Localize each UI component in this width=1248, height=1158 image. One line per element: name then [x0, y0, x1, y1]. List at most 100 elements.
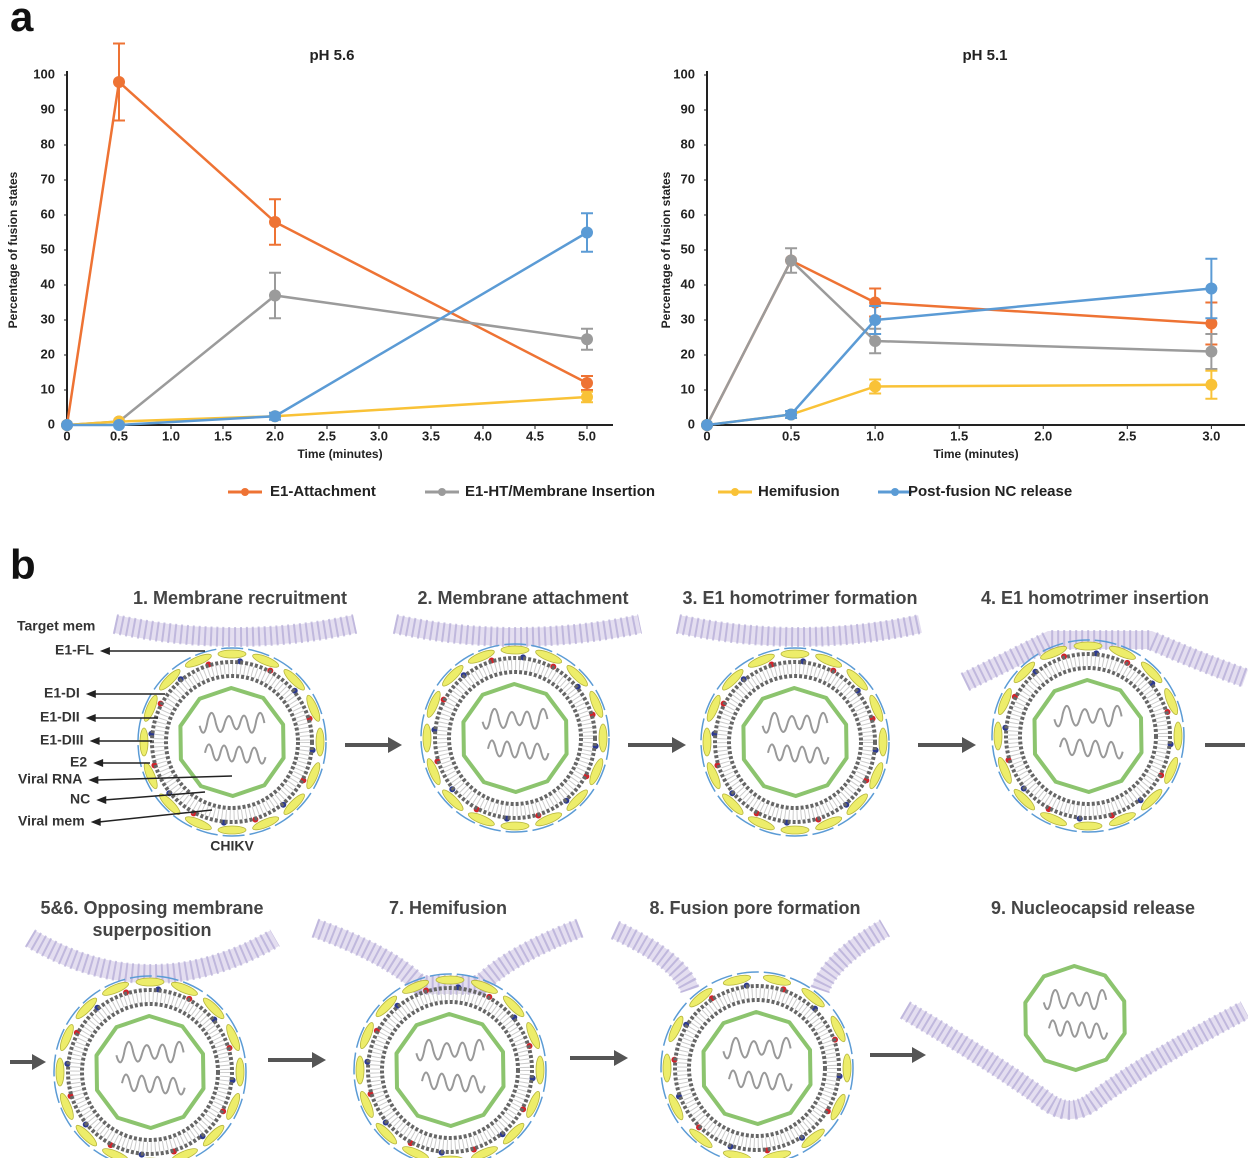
virion [992, 640, 1184, 832]
nucleocapsid [463, 684, 566, 792]
e1-spike [1074, 642, 1102, 650]
y-tick-label: 20 [681, 346, 695, 361]
data-point [1205, 379, 1217, 391]
label-pointer-head [100, 647, 110, 655]
x-tick-label: 3.5 [422, 428, 440, 443]
step-arrow-head [962, 737, 976, 753]
data-point [869, 335, 881, 347]
y-tick-label: 90 [681, 101, 695, 116]
e1-spike [536, 1056, 544, 1084]
figure-canvas: a b pH 5.6Percentage of fusion statesTim… [0, 0, 1248, 1158]
e1-spike [1039, 810, 1068, 828]
diagram-label: Viral mem [18, 813, 85, 829]
y-tick-label: 80 [41, 136, 55, 151]
y-tick-label: 0 [688, 416, 695, 431]
nucleocapsid [1025, 966, 1124, 1070]
series-line [67, 82, 587, 425]
label-pointer-head [88, 776, 98, 784]
e1-spike [994, 722, 1002, 750]
e1-spike [1074, 822, 1102, 830]
data-point [1205, 318, 1217, 330]
y-tick-label: 30 [41, 311, 55, 326]
virion [354, 974, 546, 1158]
y-tick-label: 90 [41, 101, 55, 116]
x-tick-label: 2.0 [1034, 428, 1052, 443]
data-point [113, 419, 125, 431]
virion [138, 648, 326, 836]
figure: a b pH 5.6Percentage of fusion statesTim… [0, 0, 1248, 1158]
diagram-label: NC [70, 791, 90, 807]
x-tick-label: 4.5 [526, 428, 544, 443]
panel-label: a [10, 0, 34, 40]
e1-spike [423, 724, 431, 752]
step-arrow-head [672, 737, 686, 753]
e1-spike [140, 728, 148, 756]
target-membrane [965, 640, 1245, 682]
x-tick-label: 1.5 [950, 428, 968, 443]
y-tick-label: 10 [41, 381, 55, 396]
data-point [785, 409, 797, 421]
data-point [1205, 346, 1217, 358]
label-pointer-head [91, 818, 101, 826]
data-point [1205, 283, 1217, 295]
data-point [113, 76, 125, 88]
x-tick-label: 5.0 [578, 428, 596, 443]
e1-spike [236, 1058, 244, 1086]
label-pointer-head [93, 759, 103, 767]
label-pointer-head [86, 690, 96, 698]
label-pointer-head [96, 796, 106, 804]
series-line [707, 385, 1211, 425]
x-axis-label: Time (minutes) [933, 447, 1018, 461]
label-pointer [104, 792, 205, 800]
e1-spike [501, 822, 529, 830]
y-tick-label: 40 [41, 276, 55, 291]
e1-spike [781, 650, 809, 658]
data-point [581, 227, 593, 239]
label-pointer-head [90, 737, 100, 745]
data-point [269, 216, 281, 228]
nucleocapsid [743, 688, 846, 796]
y-tick-label: 70 [681, 171, 695, 186]
chart-title: pH 5.6 [309, 47, 354, 64]
legend-label: Post-fusion NC release [908, 483, 1072, 500]
y-tick-label: 100 [33, 66, 55, 81]
nucleocapsid [704, 1012, 811, 1124]
x-tick-label: 3.0 [370, 428, 388, 443]
legend-swatch-dot [241, 488, 249, 496]
e1-spike [56, 1058, 64, 1086]
e1-spike [843, 1054, 851, 1082]
virion [701, 648, 889, 836]
e1-spike [218, 826, 246, 834]
x-axis-label: Time (minutes) [297, 447, 382, 461]
data-point [869, 314, 881, 326]
y-tick-label: 70 [41, 171, 55, 186]
diagram-label: E1-FL [55, 642, 94, 658]
e1-spike [599, 724, 607, 752]
data-point [581, 333, 593, 345]
x-tick-label: 3.0 [1202, 428, 1220, 443]
legend-swatch-dot [731, 488, 739, 496]
x-tick-label: 1.0 [866, 428, 884, 443]
step-title: 8. Fusion pore formation [615, 897, 895, 919]
y-tick-label: 50 [681, 241, 695, 256]
y-axis-label: Percentage of fusion states [659, 171, 673, 328]
series-line [707, 261, 1211, 426]
step-title: 4. E1 homotrimer insertion [955, 587, 1235, 609]
y-tick-label: 40 [681, 276, 695, 291]
diagram-label: E1-DI [44, 685, 80, 701]
step-title: 5&6. Opposing membrane superposition [22, 897, 282, 941]
diagram-label: E2 [70, 754, 87, 770]
data-point [61, 419, 73, 431]
y-tick-label: 60 [681, 206, 695, 221]
y-tick-label: 20 [41, 346, 55, 361]
nucleocapsid [1035, 680, 1142, 792]
legend-label: E1-HT/Membrane Insertion [465, 483, 655, 500]
step-arrow-head [32, 1054, 46, 1070]
data-point [581, 391, 593, 403]
x-tick-label: 4.0 [474, 428, 492, 443]
virion [421, 644, 609, 832]
step-title: 1. Membrane recruitment [100, 587, 380, 609]
y-tick-label: 30 [681, 311, 695, 326]
x-tick-label: 2.0 [266, 428, 284, 443]
data-point [785, 255, 797, 267]
